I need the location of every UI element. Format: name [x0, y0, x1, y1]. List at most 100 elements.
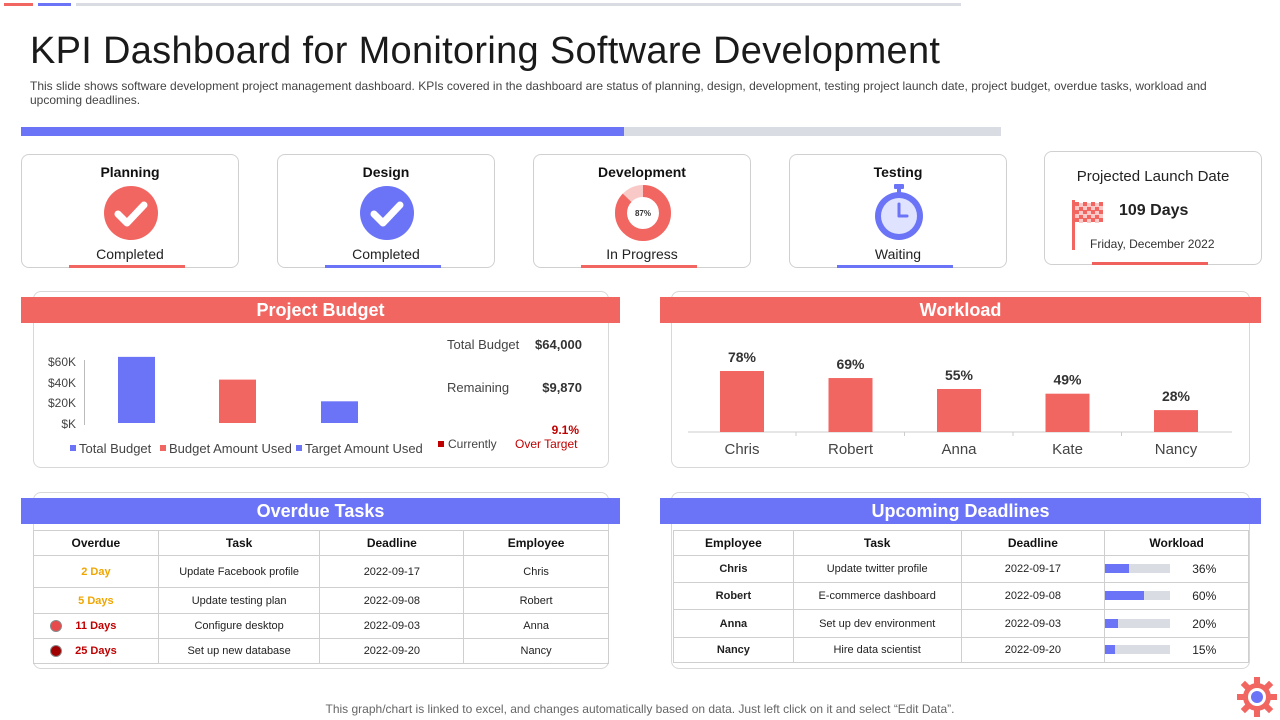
- workload-value-label: 49%: [1053, 372, 1082, 388]
- deadline-cell: 2022-09-17: [319, 555, 465, 588]
- table-row: 25 Days Set up new database 2022-09-20 Nanc…: [33, 638, 609, 664]
- workload-category-label: Anna: [941, 441, 977, 458]
- flag-check: [1099, 206, 1103, 210]
- flag-check: [1079, 203, 1083, 207]
- employee-cell-text: Nancy: [520, 645, 552, 657]
- flag-check: [1091, 210, 1095, 214]
- status-state: Waiting: [874, 246, 922, 262]
- over-target-label: Over Target: [515, 437, 578, 451]
- table-row: Nancy Hire data scientist 2022-09-20 15%: [673, 637, 1249, 663]
- top-strip-gray: [76, 3, 961, 6]
- employee-cell-text: Anna: [523, 620, 549, 632]
- flag-check: [1083, 210, 1087, 214]
- task-cell-text: Set up dev environment: [819, 617, 936, 630]
- workload-percent: 36%: [1192, 562, 1217, 576]
- top-strip-blue: [38, 3, 71, 6]
- task-cell-text: Configure desktop: [194, 620, 284, 632]
- workload-value-label: 69%: [836, 356, 865, 372]
- launch-title: Projected Launch Date: [1076, 168, 1230, 185]
- legend-swatch: [70, 445, 76, 451]
- deadline-cell-text: 2022-09-20: [1004, 644, 1061, 656]
- budget-axis-tick: $60K: [47, 355, 76, 369]
- workload-progress-fill: [1105, 591, 1145, 600]
- flag-check: [1095, 203, 1099, 207]
- overdue-cell-text: 2 Day: [81, 565, 111, 578]
- flag-check: [1083, 214, 1087, 218]
- workload-bar-chart: 78% Chris 69% Robert 55% Anna 49% Kate 28% Nancy: [688, 349, 1232, 458]
- employee-cell-text: Chris: [523, 565, 549, 578]
- budget-bar: [118, 356, 155, 423]
- employee-cell-text: Anna: [719, 617, 748, 630]
- overdue-cell: 2 Day: [33, 555, 159, 588]
- column-header: Deadline: [319, 530, 465, 556]
- column-header: Workload: [1104, 530, 1249, 556]
- task-cell: Hire data scientist: [792, 637, 962, 663]
- flag-check: [1099, 202, 1103, 206]
- flag-check: [1079, 211, 1083, 215]
- status-state: Completed: [352, 246, 420, 262]
- workload-category-label: Nancy: [1155, 441, 1198, 458]
- task-cell: Update Facebook profile: [157, 555, 321, 588]
- status-underline: [325, 265, 441, 268]
- deadline-cell: 2022-09-03: [960, 609, 1106, 638]
- flag-check: [1087, 207, 1091, 211]
- deadline-cell-text: 2022-09-03: [363, 620, 420, 632]
- workload-bar: [828, 378, 873, 432]
- flag-check: [1075, 202, 1079, 206]
- page-subtitle: This slide shows software development pr…: [30, 79, 1207, 107]
- legend-label: Total Budget: [79, 441, 152, 456]
- status-card-testing: Testing Waiting: [789, 154, 1007, 268]
- flag-check: [1095, 207, 1099, 211]
- status-underline: [69, 265, 185, 268]
- status-card-design: Design Completed: [277, 154, 495, 268]
- currently-dot: [438, 441, 444, 447]
- flag-check: [1087, 211, 1091, 215]
- legend-swatch: [160, 445, 166, 451]
- workload-progress-fill: [1105, 564, 1129, 573]
- workload-progress-bar: [1105, 645, 1171, 654]
- deadline-cell-text: 2022-09-17: [1004, 563, 1061, 575]
- workload-cell: 15%: [1104, 637, 1249, 663]
- workload-category-label: Robert: [828, 441, 874, 458]
- top-strip-red: [4, 3, 33, 6]
- table-row: 11 Days Configure desktop 2022-09-03 Anna: [33, 613, 609, 639]
- budget-bar: [219, 379, 256, 423]
- workload-cell: 20%: [1104, 609, 1249, 638]
- column-header: Overdue: [33, 530, 159, 556]
- status-underline: [581, 265, 697, 268]
- table-row: Anna Set up dev environment 2022-09-03 20%: [673, 609, 1249, 638]
- workload-progress-fill: [1105, 618, 1119, 628]
- budget-panel-title: Project Budget: [21, 297, 620, 323]
- flag-check: [1087, 219, 1091, 223]
- flag-check: [1091, 214, 1095, 218]
- flag-check: [1099, 218, 1103, 222]
- status-label: Testing: [873, 164, 923, 180]
- currently-label: Currently: [448, 437, 497, 451]
- overdue-cell-text: 11 Days: [75, 620, 117, 632]
- launch-days: 109 Days: [1119, 202, 1189, 219]
- deadline-cell: 2022-09-08: [319, 587, 465, 614]
- flag-check: [1075, 214, 1079, 218]
- donut-progress-icon: 87%: [615, 185, 671, 241]
- severity-dot-icon: [50, 645, 62, 657]
- deadline-cell-text: 2022-09-08: [1004, 590, 1061, 602]
- flag-check: [1095, 219, 1099, 223]
- status-label: Planning: [100, 164, 160, 180]
- flag-check: [1079, 207, 1083, 211]
- employee-cell: Nancy: [463, 638, 609, 664]
- employee-cell-text: Robert: [519, 594, 553, 607]
- flag-check: [1075, 210, 1079, 214]
- flag-check: [1083, 218, 1087, 222]
- flag-check: [1099, 210, 1103, 214]
- total-budget-label: Total Budget: [447, 337, 520, 352]
- employee-cell-text: Chris: [719, 563, 748, 575]
- task-cell: Update testing plan: [157, 587, 321, 614]
- total-budget-value: $64,000: [535, 337, 582, 352]
- flag-check: [1095, 215, 1099, 219]
- column-header: Employee: [673, 530, 794, 556]
- column-header: Deadline: [960, 530, 1106, 556]
- deadline-cell-text: 2022-09-20: [363, 645, 420, 657]
- overall-progress-fill: [21, 127, 624, 136]
- task-cell-text: E-commerce dashboard: [818, 590, 936, 602]
- budget-legend-item: Total Budget: [70, 441, 151, 456]
